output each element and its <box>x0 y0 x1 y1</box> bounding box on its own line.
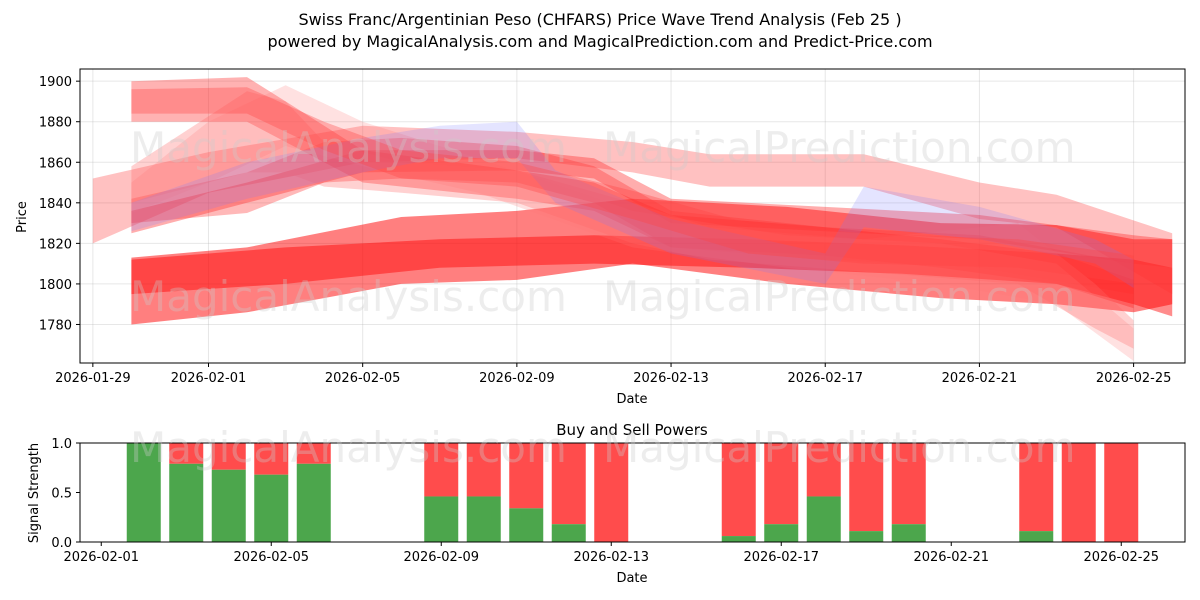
price-wave-band <box>131 121 1134 288</box>
buy-sell-plot: 2026-02-01 2026-02-05 2026-02-09 2026-02-13… <box>51 437 1186 565</box>
top-plot-frame <box>79 68 1186 364</box>
bottom-y-axis-label: Signal Strength <box>27 443 42 543</box>
buy-power-bar <box>1019 531 1054 542</box>
sell-power-bar <box>509 443 544 509</box>
buy-power-bar <box>891 524 926 542</box>
sell-power-bar <box>849 443 884 532</box>
price-wave-band <box>131 91 1134 349</box>
buy-power-bar <box>509 508 544 542</box>
sell-power-bar <box>296 443 331 464</box>
sell-power-bar <box>721 443 756 537</box>
price-wave-band <box>131 150 1173 268</box>
sell-power-bar <box>891 443 926 525</box>
sell-power-bar <box>764 443 799 525</box>
buy-power-bar <box>466 496 501 542</box>
bottom-x-tick-label: 2026-02-25 <box>1083 550 1159 565</box>
price-wave-band <box>131 235 1173 317</box>
bottom-x-tick-label: 2026-02-13 <box>573 550 649 565</box>
top-x-tick-label: 2026-02-17 <box>787 371 863 386</box>
bottom-y-tick-label: 1.0 <box>51 437 72 452</box>
top-y-tick-label: 1900 <box>39 75 72 90</box>
bottom-x-tick-label: 2026-02-09 <box>403 550 479 565</box>
top-y-axis-label: Price <box>15 201 30 233</box>
watermark-top-left-1: MagicalAnalysis.com <box>130 123 567 172</box>
sell-power-bar <box>1104 443 1139 542</box>
top-y-tick-label: 1780 <box>39 318 72 333</box>
sell-power-bar <box>1019 443 1054 532</box>
buy-power-bar <box>296 463 331 542</box>
sell-power-bar <box>424 443 459 497</box>
sell-power-bar <box>466 443 501 497</box>
buy-power-bar <box>806 496 841 542</box>
sell-power-bar <box>211 443 246 470</box>
buy-power-bar <box>126 443 161 542</box>
price-wave-plot: 2026-01-29 2026-02-01 2026-02-05 2026-02-09… <box>39 68 1186 386</box>
bottom-x-axis-label: Date <box>616 571 647 586</box>
sell-power-bar <box>254 443 289 475</box>
top-y-tick-label: 1880 <box>39 116 72 131</box>
buy-power-bar <box>424 496 459 542</box>
bottom-y-tick-label: 0.5 <box>51 487 72 502</box>
bottom-chart-title: Buy and Sell Powers <box>556 421 708 439</box>
buy-power-bar <box>764 524 799 542</box>
watermark-bottom-right: MagicalPrediction.com <box>603 423 1076 472</box>
sell-power-bar <box>1061 443 1096 542</box>
price-wave-band <box>131 198 1173 325</box>
watermark-top-right-2: MagicalPrediction.com <box>603 272 1076 321</box>
price-wave-band <box>131 137 1134 295</box>
price-wave-band <box>131 85 1134 361</box>
watermark-top-left-2: MagicalAnalysis.com <box>130 272 567 321</box>
top-x-axis-label: Date <box>616 392 647 407</box>
watermark-top-right-1: MagicalPrediction.com <box>603 123 1076 172</box>
top-x-tick-label: 2026-02-13 <box>633 371 709 386</box>
top-x-tick-label: 2026-02-01 <box>171 371 247 386</box>
top-y-tick-label: 1800 <box>39 278 72 293</box>
bottom-x-tick-label: 2026-02-21 <box>913 550 989 565</box>
watermark-bottom-left: MagicalAnalysis.com <box>130 423 567 472</box>
sell-power-bar <box>169 443 204 464</box>
bottom-x-tick-label: 2026-02-05 <box>233 550 309 565</box>
buy-power-bar <box>169 463 204 542</box>
price-wave-band <box>92 125 1173 295</box>
buy-power-bar <box>211 469 246 542</box>
top-x-tick-label: 2026-02-09 <box>479 371 555 386</box>
buy-power-bar <box>721 536 756 542</box>
buy-power-bar <box>254 474 289 542</box>
top-x-tick-label: 2026-02-21 <box>942 371 1018 386</box>
price-wave-band <box>131 77 1134 309</box>
bottom-y-tick-label: 0.0 <box>51 536 72 551</box>
buy-power-bar <box>849 531 884 542</box>
price-wave-band <box>131 87 1134 284</box>
top-x-tick-label: 2026-01-29 <box>55 371 131 386</box>
buy-power-bar <box>551 524 586 542</box>
top-y-tick-label: 1860 <box>39 156 72 171</box>
top-y-tick-label: 1820 <box>39 237 72 252</box>
sell-power-bar <box>806 443 841 497</box>
top-y-tick-label: 1840 <box>39 197 72 212</box>
top-x-tick-label: 2026-02-05 <box>325 371 401 386</box>
bottom-x-tick-label: 2026-02-01 <box>63 550 139 565</box>
sell-power-bar <box>551 443 586 525</box>
chart-title-line2: powered by MagicalAnalysis.com and Magic… <box>267 32 932 51</box>
chart-title-line1: Swiss Franc/Argentinian Peso (CHFARS) Pr… <box>298 10 901 29</box>
sell-power-bar <box>594 443 629 542</box>
top-x-tick-label: 2026-02-25 <box>1096 371 1172 386</box>
bottom-x-tick-label: 2026-02-17 <box>743 550 819 565</box>
